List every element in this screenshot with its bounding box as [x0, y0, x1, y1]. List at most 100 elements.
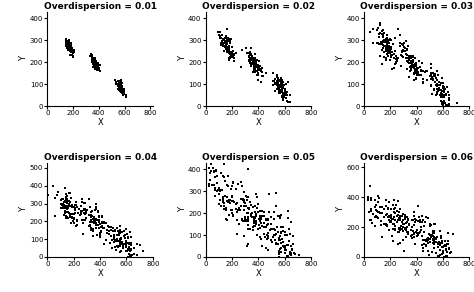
Point — [379, 43, 387, 47]
Title: Overdispersion = 0.02: Overdispersion = 0.02 — [202, 2, 315, 11]
Point — [92, 61, 100, 66]
Point — [447, 250, 455, 254]
Point — [96, 217, 103, 222]
Point — [72, 203, 79, 208]
Point — [226, 47, 233, 52]
Point — [370, 27, 377, 31]
Point — [198, 174, 206, 178]
Point — [386, 37, 393, 42]
Point — [211, 186, 219, 191]
Point — [125, 241, 133, 245]
Point — [104, 223, 111, 228]
Point — [97, 230, 105, 234]
Point — [275, 251, 283, 256]
Point — [283, 242, 291, 247]
Point — [64, 42, 71, 46]
Point — [93, 233, 100, 238]
Point — [257, 237, 265, 241]
Point — [397, 207, 404, 212]
Point — [375, 210, 383, 215]
Point — [376, 23, 384, 27]
Point — [198, 166, 206, 170]
Point — [102, 237, 109, 242]
Point — [283, 98, 291, 103]
Point — [383, 33, 391, 37]
Point — [51, 213, 59, 218]
Point — [413, 73, 421, 78]
Point — [258, 73, 266, 78]
Point — [424, 249, 432, 253]
Point — [258, 66, 266, 70]
Point — [71, 206, 79, 211]
Point — [285, 264, 293, 269]
Point — [379, 32, 387, 37]
Point — [109, 228, 117, 233]
Point — [255, 223, 263, 228]
Point — [252, 212, 259, 217]
Point — [244, 217, 252, 221]
Point — [443, 84, 450, 89]
Point — [438, 100, 446, 104]
Point — [224, 184, 232, 189]
Point — [438, 251, 446, 256]
Point — [215, 202, 222, 206]
Point — [94, 222, 102, 227]
Point — [248, 58, 255, 63]
Point — [398, 54, 406, 59]
Point — [92, 65, 100, 70]
Point — [78, 197, 86, 201]
Point — [405, 61, 412, 65]
Point — [217, 189, 224, 194]
Point — [419, 77, 427, 81]
Point — [430, 231, 438, 236]
Point — [230, 200, 238, 204]
Point — [446, 102, 453, 107]
Point — [238, 218, 246, 222]
Point — [232, 202, 239, 206]
Point — [128, 241, 135, 246]
Point — [379, 61, 386, 66]
Point — [279, 97, 286, 101]
Point — [257, 220, 264, 225]
Point — [67, 43, 75, 48]
Point — [402, 226, 410, 230]
Point — [286, 232, 294, 237]
Point — [60, 213, 68, 218]
Point — [445, 246, 453, 251]
Point — [434, 241, 442, 246]
Point — [396, 213, 404, 218]
Point — [64, 43, 71, 48]
Point — [356, 207, 364, 211]
Point — [437, 247, 444, 252]
X-axis label: X: X — [414, 118, 419, 126]
Point — [233, 201, 241, 205]
Point — [96, 63, 103, 68]
Point — [431, 222, 438, 227]
Point — [247, 56, 255, 61]
Point — [276, 78, 284, 82]
Point — [429, 236, 437, 241]
Point — [273, 86, 281, 91]
Point — [401, 48, 409, 53]
Point — [415, 219, 422, 223]
Point — [273, 241, 280, 246]
Point — [282, 90, 290, 95]
Point — [255, 71, 262, 76]
Point — [81, 211, 88, 215]
Point — [251, 59, 258, 63]
Point — [210, 168, 218, 173]
Point — [61, 211, 68, 215]
Point — [230, 199, 238, 204]
Point — [429, 231, 437, 235]
Point — [65, 46, 73, 51]
Point — [109, 226, 117, 230]
Point — [119, 258, 127, 263]
Point — [403, 39, 410, 44]
Point — [278, 237, 286, 241]
Point — [250, 62, 258, 67]
Point — [251, 62, 259, 67]
Point — [93, 63, 101, 67]
Point — [277, 229, 284, 234]
Point — [66, 46, 74, 51]
Point — [383, 224, 391, 228]
